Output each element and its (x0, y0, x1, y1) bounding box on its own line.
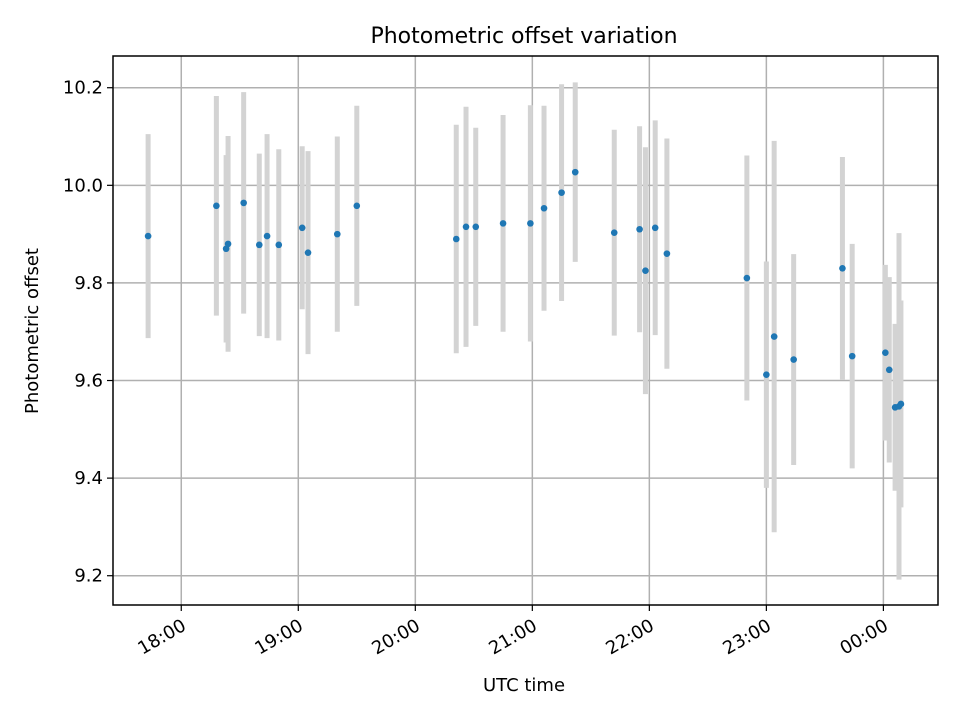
x-tick-label: 19:00 (251, 615, 306, 659)
y-tick-label: 9.2 (74, 566, 103, 587)
x-tick-label: 22:00 (602, 615, 657, 659)
data-point (353, 202, 361, 210)
data-point (452, 235, 460, 243)
x-tick-label: 00:00 (836, 615, 891, 659)
data-point (540, 204, 548, 212)
data-point (263, 232, 271, 240)
data-point (636, 225, 643, 233)
chart-title: Photometric offset variation (370, 24, 677, 49)
x-tick-label: 20:00 (368, 615, 423, 659)
data-point (255, 241, 263, 249)
y-axis-label: Photometric offset (22, 248, 43, 414)
y-tick-label: 10.0 (63, 175, 103, 196)
data-point (848, 352, 856, 360)
data-point (610, 229, 618, 236)
data-point (462, 223, 470, 231)
y-tick-label: 9.4 (74, 468, 103, 489)
data-point (770, 333, 778, 340)
data-point (897, 400, 905, 408)
data-point (790, 356, 797, 363)
x-tick-label: 23:00 (719, 615, 774, 659)
data-point (499, 220, 507, 227)
data-point (304, 249, 312, 256)
data-point (882, 349, 889, 357)
data-point (885, 366, 893, 374)
data-point (663, 250, 671, 257)
data-point (472, 223, 480, 231)
y-tick-label: 10.2 (63, 78, 103, 99)
data-points (144, 168, 905, 411)
data-point (839, 264, 846, 272)
data-point (651, 224, 659, 232)
x-axis-ticks: 18:00 19:00 20:00 21:00 22:00 23:00 00:00 (134, 605, 892, 659)
error-bars (145, 82, 904, 580)
data-point (144, 232, 152, 240)
x-axis-label: UTC time (483, 675, 565, 696)
x-tick-label: 21:00 (485, 615, 540, 659)
data-point (224, 240, 232, 248)
data-point (213, 202, 220, 210)
data-point (642, 267, 649, 275)
x-tick-label: 18:00 (134, 615, 189, 659)
y-tick-label: 9.6 (74, 371, 103, 392)
data-point (527, 220, 534, 227)
data-point (333, 230, 341, 238)
data-point (558, 189, 565, 196)
data-point (275, 241, 283, 249)
data-point (763, 371, 770, 378)
data-point (240, 199, 247, 207)
data-point (298, 224, 306, 232)
plot-frame (112, 55, 939, 606)
data-point (571, 168, 579, 176)
data-point (743, 274, 751, 282)
y-axis-ticks: 9.2 9.4 9.6 9.8 10.0 10.2 (63, 78, 113, 587)
y-tick-label: 9.8 (74, 273, 103, 294)
grid-lines (113, 56, 938, 605)
